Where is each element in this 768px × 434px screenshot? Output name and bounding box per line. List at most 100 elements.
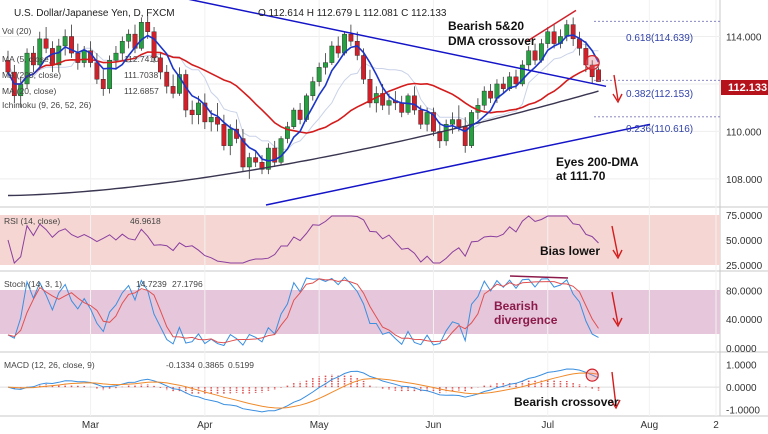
ichimoku-label: Ichimoku (9, 26, 52, 26) (2, 100, 91, 110)
stoch-tick-label: 0.0000 (726, 344, 757, 355)
candle-body (196, 102, 201, 116)
annotation-dma-cross-2: DMA crossover (448, 34, 536, 48)
macd-tick-label: -1.0000 (726, 406, 760, 417)
ma5-value: 112.7410 (124, 54, 159, 64)
candle-body (481, 90, 487, 106)
candle-body (208, 116, 214, 123)
month-tick-label: 2 (713, 420, 719, 431)
upper-trendline (188, 0, 607, 88)
rsi-band (0, 215, 720, 265)
candle-body (170, 86, 176, 94)
month-tick-label: Mar (82, 420, 100, 431)
candle-body (526, 50, 532, 66)
annotation-macd-cross: Bearish crossover (514, 395, 619, 409)
candle-body (75, 52, 81, 63)
candle-body (431, 112, 436, 132)
candle-body (500, 83, 506, 89)
candle-body (551, 31, 557, 44)
divergence-line (509, 275, 569, 279)
macd-label: MACD (12, 26, close, 9) (4, 360, 95, 370)
rsi-down-arrow-head (612, 249, 623, 260)
stoch-down-arrow-head (612, 317, 623, 328)
candle-body (56, 45, 62, 66)
macd-value-1: -0.1334 (166, 360, 195, 370)
ma5-label: MA (5, close) (2, 54, 52, 64)
candle-body (596, 69, 601, 82)
annotation-div-2: divergence (494, 313, 558, 327)
candle-body (221, 124, 227, 146)
month-tick-label: Apr (197, 420, 213, 431)
month-tick-label: Jun (425, 420, 441, 431)
ma200-line (7, 90, 599, 197)
price-badge (721, 80, 768, 95)
candle-body (81, 50, 87, 63)
candle-body (329, 45, 335, 63)
macd-tick-label: 1.0000 (726, 361, 757, 372)
candle-body (94, 62, 100, 80)
candle-body (69, 36, 74, 54)
price-tick-label: 108.000 (726, 175, 763, 186)
candle-body (145, 22, 151, 32)
candle-body (342, 33, 347, 54)
candle-body (177, 74, 182, 94)
candle-body (361, 55, 366, 80)
candle-body (285, 126, 290, 139)
stoch-k-value: 14.7239 (136, 279, 167, 289)
candle-body (570, 24, 576, 40)
candle-body (100, 79, 106, 89)
macd-value-2: 0.3865 (198, 360, 224, 370)
candle-body (113, 52, 119, 61)
candle-body (189, 109, 195, 116)
rsi-tick-label: 50.0000 (726, 236, 763, 247)
price-tick-label: 114.000 (726, 32, 762, 43)
candle-body (126, 33, 132, 42)
stoch-label: Stoch (14, 3, 1) (4, 279, 62, 289)
month-tick-label: May (310, 420, 329, 431)
month-tick-label: Jul (541, 420, 554, 431)
ohlc-readout: O 112.614 H 112.679 L 112.081 C 112.133 (258, 8, 447, 19)
candle-body (119, 41, 125, 54)
candle-body (456, 119, 462, 127)
candle-body (418, 109, 424, 125)
candle-body (443, 124, 449, 142)
candle-body (399, 102, 405, 113)
stoch-tick-label: 40.0000 (726, 315, 763, 326)
candle-body (31, 52, 36, 66)
annotation-dma-cross-1: Bearish 5&20 (448, 19, 524, 33)
candle-body (202, 102, 208, 123)
ma200-value: 111.7038 (124, 70, 158, 80)
stoch-d-line (7, 278, 599, 344)
macd-line (7, 368, 599, 413)
fib-618-label: 0.618(114.639) (626, 33, 693, 44)
annotation-eyes-1: Eyes 200-DMA (556, 155, 639, 169)
candle-body (43, 38, 49, 49)
rsi-value: 46.9618 (130, 216, 161, 226)
candle-body (297, 109, 303, 120)
candle-body (265, 147, 271, 170)
ma20-value: 112.6857 (124, 86, 159, 96)
price-badge-value: 112.133 (728, 82, 767, 94)
candle-body (316, 67, 322, 82)
chart-symbol: U.S. Dollar/Japanese Yen, D, FXCM (14, 8, 175, 19)
ma20-label: MA (20, close) (2, 86, 56, 96)
ma200-label: MA (200, close) (2, 70, 61, 80)
rsi-tick-label: 25.0000 (726, 261, 763, 272)
candle-body (151, 31, 157, 59)
candle-body (246, 157, 252, 168)
macd-signal-line (7, 372, 599, 409)
candle-body (424, 112, 430, 125)
macd-cross-marker (585, 368, 599, 382)
stoch-tick-label: 80.0000 (726, 286, 763, 297)
macd-value-3: 0.5199 (228, 360, 254, 370)
annotation-div-1: Bearish (494, 299, 538, 313)
candle-body (532, 50, 538, 61)
rsi-down-arrow (611, 225, 619, 257)
candle-body (519, 64, 525, 85)
stoch-d-value: 27.1796 (172, 279, 203, 289)
candle-body (272, 147, 278, 163)
rsi-line (7, 215, 599, 264)
candle-body (291, 109, 297, 127)
ichimoku-line (7, 43, 599, 150)
ma5-line (7, 34, 600, 162)
annotation-bias: Bias lower (540, 244, 600, 258)
